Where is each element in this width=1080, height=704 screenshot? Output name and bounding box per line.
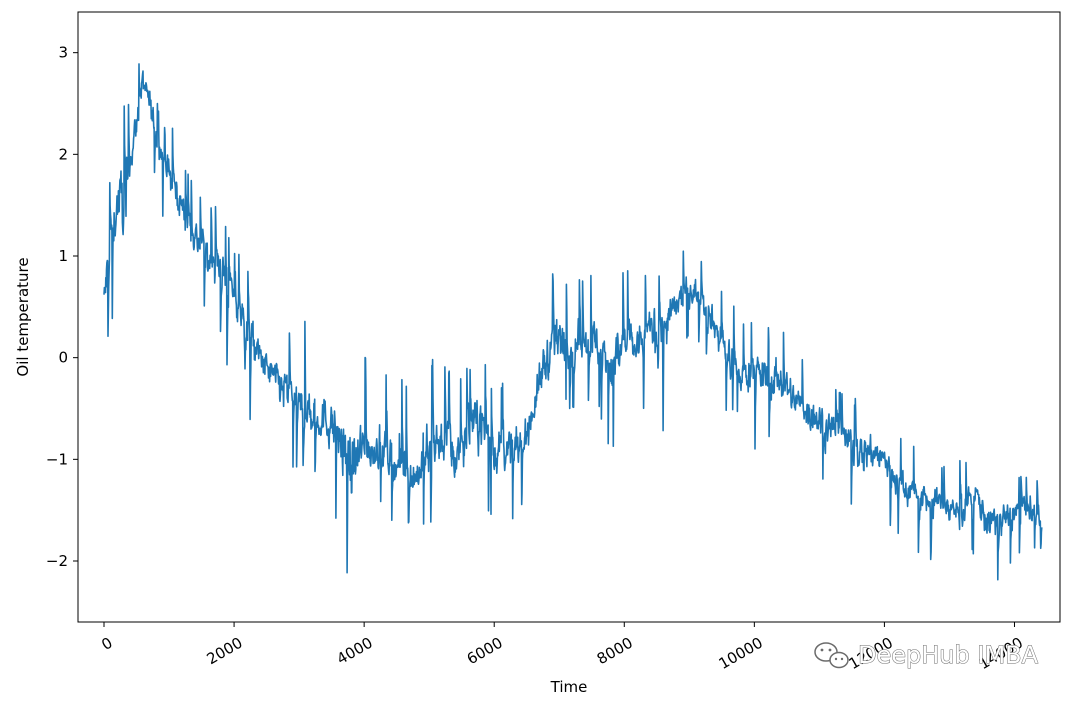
y-tick-label: 0 bbox=[58, 349, 68, 367]
y-tick-label: 2 bbox=[58, 145, 68, 163]
x-tick-label: 2000 bbox=[204, 634, 246, 669]
x-tick-label: 4000 bbox=[334, 634, 376, 669]
x-tick-label: 8000 bbox=[594, 634, 636, 669]
plot-area bbox=[77, 11, 1061, 623]
x-tick-label: 6000 bbox=[464, 634, 506, 669]
series-group bbox=[103, 63, 1043, 581]
x-tick-label: 10000 bbox=[716, 634, 766, 673]
y-tick-label: 1 bbox=[58, 247, 68, 265]
wechat-logo-icon bbox=[814, 642, 849, 669]
y-tick-label: 3 bbox=[58, 44, 68, 62]
x-tick-label: 0 bbox=[98, 634, 115, 654]
oil-temperature-line bbox=[103, 63, 1043, 581]
x-axis-title: Time bbox=[550, 678, 588, 696]
y-tick-label: −2 bbox=[46, 552, 68, 570]
watermark-text: DeepHub IMBA bbox=[858, 641, 1039, 669]
y-tick-label: −1 bbox=[46, 450, 68, 468]
watermark: DeepHub IMBA bbox=[814, 641, 1039, 670]
y-axis-title: Oil temperature bbox=[14, 257, 32, 376]
y-axis-ticks: −2 −1 0 1 2 3 bbox=[46, 44, 78, 570]
